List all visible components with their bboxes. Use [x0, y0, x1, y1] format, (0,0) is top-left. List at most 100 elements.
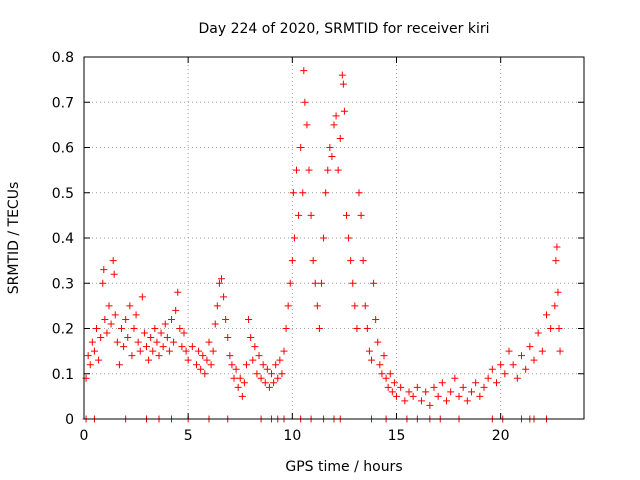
data-point — [378, 370, 386, 378]
y-tick-label: 0.3 — [52, 276, 74, 292]
data-point — [93, 325, 100, 332]
data-point — [313, 302, 321, 310]
data-point — [153, 338, 161, 346]
data-point — [476, 392, 484, 400]
data-point — [526, 343, 534, 351]
x-axis-label: GPS time / hours — [285, 459, 402, 475]
data-point — [140, 329, 148, 337]
data-point — [97, 334, 105, 342]
y-axis-label: SRMTID / TECUs — [6, 182, 22, 295]
chart-title: Day 224 of 2020, SRMTID for receiver kir… — [198, 21, 489, 37]
data-point — [100, 266, 108, 274]
data-point — [538, 347, 546, 355]
data-point — [305, 166, 313, 174]
x-tick-label: 10 — [283, 428, 301, 444]
y-tick-label: 0.2 — [52, 322, 74, 338]
data-point — [339, 80, 347, 88]
data-point — [409, 392, 417, 400]
data-point — [101, 315, 109, 323]
data-point — [493, 379, 500, 387]
data-point — [365, 347, 373, 355]
data-point — [99, 279, 107, 287]
data-point — [290, 234, 298, 242]
data-point — [413, 383, 421, 391]
data-point — [530, 356, 538, 364]
data-point — [357, 211, 365, 219]
data-point — [118, 325, 125, 332]
data-point — [251, 343, 259, 351]
data-point — [361, 302, 369, 310]
data-point — [132, 311, 140, 319]
data-point — [390, 379, 398, 387]
y-tick-labels: 0 0.1 0.2 0.3 0.4 0.5 0.6 0.7 0.8 — [52, 50, 74, 428]
data-point — [182, 347, 190, 355]
data-point — [147, 334, 155, 342]
data-point — [218, 275, 225, 283]
data-point — [334, 166, 342, 174]
data-point — [170, 338, 178, 346]
data-point — [463, 397, 471, 405]
data-point — [109, 257, 117, 265]
data-point — [372, 315, 380, 323]
data-point — [430, 383, 438, 391]
data-point — [552, 257, 560, 265]
y-tick-label: 0.6 — [52, 141, 74, 157]
data-point — [555, 325, 563, 332]
axis-ticks — [83, 56, 584, 420]
y-tick-label: 0.7 — [52, 95, 74, 111]
x-tick-label: 0 — [80, 428, 89, 444]
data-point — [155, 352, 163, 360]
data-point — [303, 121, 311, 129]
data-point — [315, 325, 323, 332]
data-point — [207, 361, 215, 369]
data-point — [418, 397, 425, 405]
data-point — [355, 189, 363, 197]
data-point — [359, 257, 367, 265]
data-point — [224, 334, 232, 342]
data-point — [222, 315, 230, 323]
data-point — [193, 361, 200, 369]
data-point — [551, 302, 559, 310]
data-point — [556, 347, 564, 355]
data-point — [184, 356, 192, 364]
data-point — [405, 388, 413, 396]
data-point — [238, 392, 246, 400]
data-point — [255, 352, 263, 360]
data-point — [243, 361, 250, 369]
x-tick-label: 20 — [492, 428, 510, 444]
data-point — [484, 374, 492, 382]
data-point — [286, 279, 294, 287]
data-point — [157, 329, 165, 337]
data-point — [488, 365, 496, 373]
data-point — [468, 388, 475, 396]
data-point — [163, 334, 171, 342]
data-point — [297, 144, 305, 151]
data-point — [211, 320, 219, 328]
data-point — [534, 329, 542, 337]
data-point — [472, 379, 480, 387]
data-point — [443, 397, 450, 405]
data-point — [278, 370, 286, 378]
data-point — [240, 379, 248, 387]
data-point — [326, 144, 334, 151]
data-point — [143, 343, 150, 351]
data-point — [382, 374, 390, 382]
data-point — [113, 338, 121, 346]
data-point — [386, 370, 394, 378]
data-point — [159, 343, 167, 351]
data-point — [289, 189, 297, 197]
data-point — [311, 279, 319, 287]
data-points — [82, 67, 564, 423]
data-point — [228, 361, 236, 369]
data-point — [455, 392, 463, 400]
data-point — [322, 189, 330, 197]
data-point — [145, 356, 153, 364]
data-point — [397, 383, 405, 391]
data-point — [301, 98, 309, 106]
data-point — [130, 325, 138, 332]
data-point — [168, 315, 175, 323]
data-point — [220, 293, 228, 301]
data-point — [134, 338, 142, 346]
data-point — [349, 279, 357, 287]
data-point — [203, 356, 211, 364]
